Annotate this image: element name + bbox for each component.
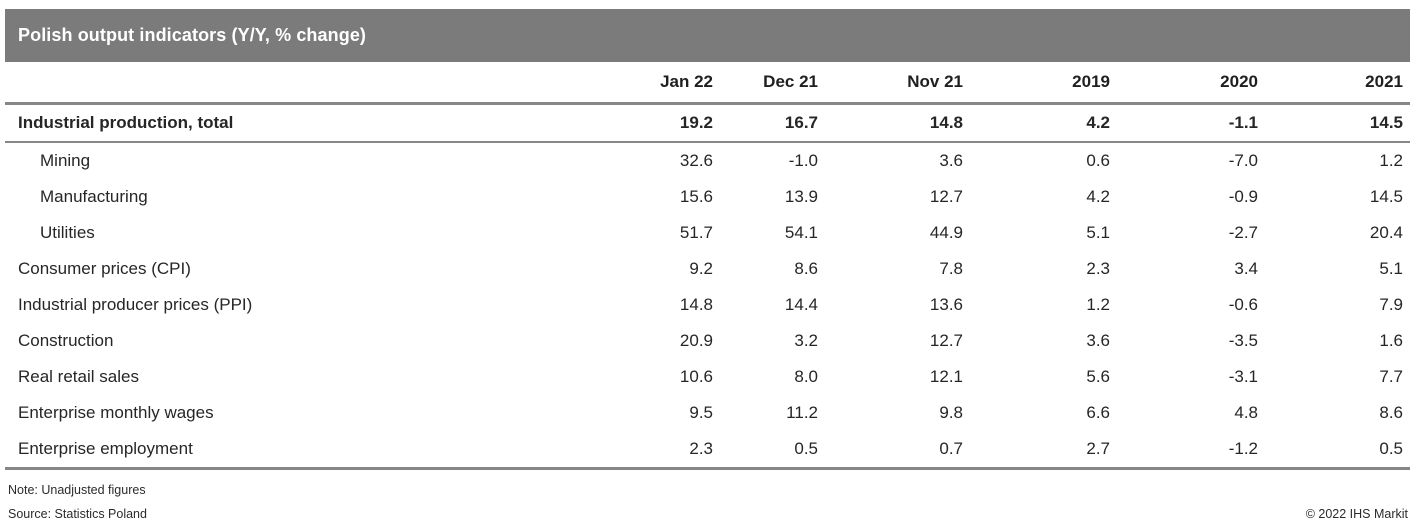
copyright-text: © 2022 IHS Markit <box>1305 507 1408 521</box>
cell-value: 11.2 <box>786 403 818 422</box>
cell-value: -1.0 <box>788 151 818 170</box>
row-label: Enterprise employment <box>5 431 605 470</box>
cell-value: 13.9 <box>784 187 818 206</box>
column-header-empty <box>5 62 605 105</box>
column-header: 2019 <box>963 62 1110 105</box>
cell-value: 16.7 <box>713 103 818 143</box>
cell-value: 4.8 <box>1234 403 1258 422</box>
cell-value: 8.0 <box>794 367 818 386</box>
cell-value: 14.8 <box>818 103 963 143</box>
cell-value: 14.4 <box>784 295 818 314</box>
cell-value: 7.7 <box>1379 367 1403 386</box>
cell-value: 3.6 <box>1086 331 1110 350</box>
column-header: Jan 22 <box>605 62 713 105</box>
table-row: Industrial producer prices (PPI) 14.8 14.4… <box>5 287 1410 323</box>
cell-value: -0.9 <box>1228 187 1258 206</box>
cell-value: 13.6 <box>929 295 963 314</box>
column-header: 2020 <box>1110 62 1258 105</box>
page-title: Polish output indicators (Y/Y, % change) <box>18 25 367 45</box>
cell-value: 3.2 <box>794 331 818 350</box>
row-label: Enterprise monthly wages <box>18 403 214 422</box>
table-row: Enterprise monthly wages 9.5 11.2 9.8 6.6 4.8… <box>5 395 1410 431</box>
source-text: Source: Statistics Poland <box>8 507 147 521</box>
cell-value: 9.5 <box>689 403 713 422</box>
cell-value: 8.6 <box>794 259 818 278</box>
cell-value: 8.6 <box>1379 403 1403 422</box>
cell-value: 9.8 <box>939 403 963 422</box>
cell-value: 54.1 <box>784 223 818 242</box>
cell-value: 7.9 <box>1379 295 1403 314</box>
cell-value: -3.1 <box>1228 367 1258 386</box>
cell-value: 2.7 <box>963 431 1110 470</box>
row-label: Utilities <box>40 223 95 242</box>
cell-value: -1.1 <box>1110 103 1258 143</box>
cell-value: 0.7 <box>818 431 963 470</box>
cell-value: 3.6 <box>939 151 963 170</box>
cell-value: 6.6 <box>1086 403 1110 422</box>
column-header: 2021 <box>1258 62 1410 105</box>
cell-value: -0.6 <box>1228 295 1258 314</box>
cell-value: 19.2 <box>605 103 713 143</box>
cell-value: 0.6 <box>1086 151 1110 170</box>
cell-value: 15.6 <box>679 187 713 206</box>
cell-value: 2.3 <box>605 431 713 470</box>
cell-value: 2.3 <box>1086 259 1110 278</box>
table-row: Mining 32.6 -1.0 3.6 0.6 -7.0 1.2 <box>5 142 1410 179</box>
table-row: Manufacturing 15.6 13.9 12.7 4.2 -0.9 14.5 <box>5 179 1410 215</box>
table-row: Construction 20.9 3.2 12.7 3.6 -3.5 1.6 <box>5 323 1410 359</box>
cell-value: 4.2 <box>1086 187 1110 206</box>
row-label: Construction <box>18 331 114 350</box>
column-header-row: Jan 22 Dec 21 Nov 21 2019 2020 2021 <box>5 62 1410 105</box>
cell-value: 5.1 <box>1379 259 1403 278</box>
table-row: Enterprise employment 2.3 0.5 0.7 2.7 -1.2 0.5 <box>5 431 1410 470</box>
row-label: Industrial producer prices (PPI) <box>18 295 253 314</box>
column-header: Dec 21 <box>713 62 818 105</box>
cell-value: 44.9 <box>929 223 963 242</box>
cell-value: 51.7 <box>679 223 713 242</box>
cell-value: 14.5 <box>1369 187 1403 206</box>
cell-value: 1.2 <box>1379 151 1403 170</box>
cell-value: 12.7 <box>929 187 963 206</box>
note-text: Note: Unadjusted figures <box>8 483 146 497</box>
row-label: Manufacturing <box>40 187 148 206</box>
table-title-bar: Polish output indicators (Y/Y, % change) <box>5 9 1410 62</box>
table-row: Consumer prices (CPI) 9.2 8.6 7.8 2.3 3.4 5.1 <box>5 251 1410 287</box>
cell-value: 12.1 <box>929 367 963 386</box>
row-label: Real retail sales <box>18 367 139 386</box>
indicators-table: Jan 22 Dec 21 Nov 21 2019 2020 2021 Industria… <box>5 62 1410 470</box>
table-row: Utilities 51.7 54.1 44.9 5.1 -2.7 20.4 <box>5 215 1410 251</box>
cell-value: 32.6 <box>679 151 713 170</box>
cell-value: 20.9 <box>679 331 713 350</box>
cell-value: 1.2 <box>1086 295 1110 314</box>
cell-value: 3.4 <box>1234 259 1258 278</box>
cell-value: 14.8 <box>679 295 713 314</box>
cell-value: -3.5 <box>1228 331 1258 350</box>
row-label: Mining <box>40 151 91 170</box>
cell-value: 12.7 <box>929 331 963 350</box>
cell-value: 5.1 <box>1086 223 1110 242</box>
cell-value: -2.7 <box>1228 223 1258 242</box>
cell-value: 4.2 <box>963 103 1110 143</box>
cell-value: 0.5 <box>713 431 818 470</box>
cell-value: 20.4 <box>1369 223 1403 242</box>
cell-value: 5.6 <box>1086 367 1110 386</box>
cell-value: 14.5 <box>1258 103 1410 143</box>
cell-value: 1.6 <box>1379 331 1403 350</box>
row-label: Consumer prices (CPI) <box>18 259 191 278</box>
column-header: Nov 21 <box>818 62 963 105</box>
cell-value: 9.2 <box>689 259 713 278</box>
row-label: Industrial production, total <box>5 103 605 143</box>
cell-value: 0.5 <box>1258 431 1410 470</box>
table-row: Industrial production, total 19.2 16.7 14.8… <box>5 103 1410 143</box>
table-row: Real retail sales 10.6 8.0 12.1 5.6 -3.1 7.7 <box>5 359 1410 395</box>
cell-value: 7.8 <box>939 259 963 278</box>
cell-value: -1.2 <box>1110 431 1258 470</box>
cell-value: -7.0 <box>1228 151 1258 170</box>
cell-value: 10.6 <box>679 367 713 386</box>
